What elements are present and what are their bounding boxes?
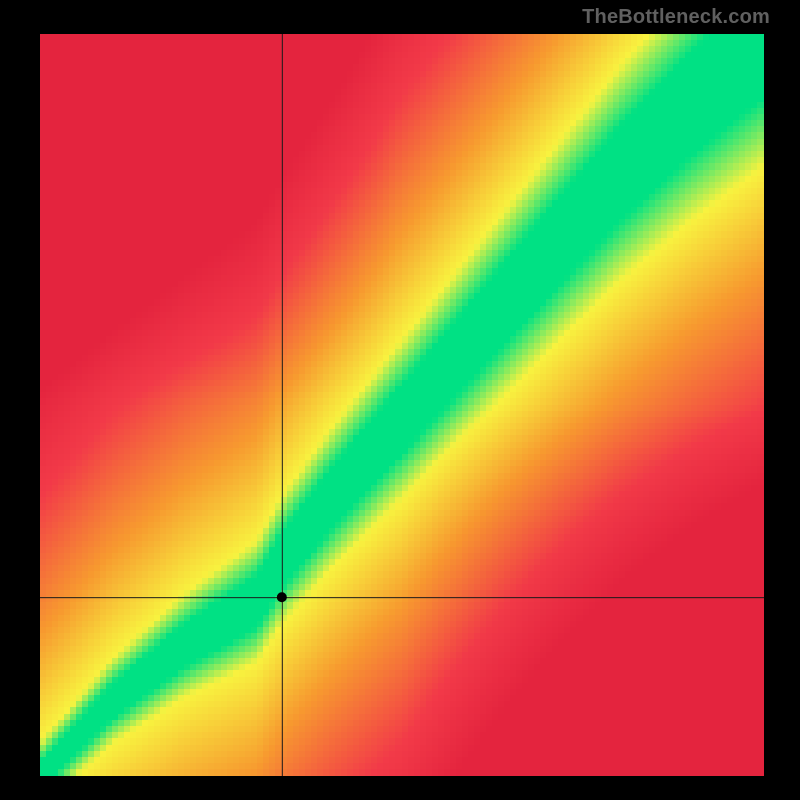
heatmap-plot bbox=[40, 34, 764, 776]
watermark-text: TheBottleneck.com bbox=[582, 6, 770, 29]
chart-container: TheBottleneck.com bbox=[0, 0, 800, 800]
